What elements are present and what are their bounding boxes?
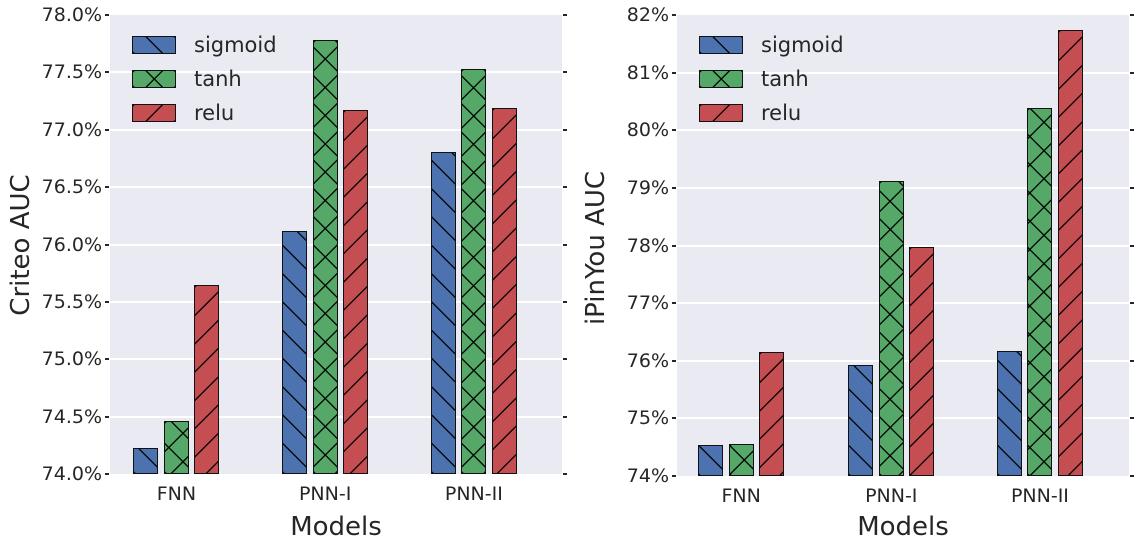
bar-fnn-sigmoid (133, 447, 159, 474)
tick-mark (1130, 244, 1134, 247)
y-tick-label: 75.0% (41, 348, 102, 371)
tick-mark (105, 358, 109, 361)
bar-pnn-ii-sigmoid (996, 350, 1022, 476)
y-tick-label: 74.0% (41, 463, 102, 485)
legend-label-relu: relu (194, 101, 235, 125)
tick-mark (1130, 475, 1134, 477)
bar-pnn-i-relu (343, 110, 369, 474)
tick-mark (563, 473, 567, 475)
bar-fnn-tanh (728, 444, 754, 476)
tick-mark (1130, 359, 1134, 362)
tick-mark (1130, 129, 1134, 132)
y-tick-label: 80% (626, 119, 669, 142)
legend-swatch-relu (132, 104, 176, 122)
bar-pnn-i-tanh (312, 40, 338, 474)
bar-pnn-ii-tanh (461, 68, 487, 474)
bar-pnn-ii-sigmoid (430, 151, 456, 474)
tick-mark (1130, 14, 1134, 16)
y-tick-label: 78.0% (41, 4, 102, 26)
bar-pnn-i-sigmoid (848, 364, 874, 476)
bar-pnn-ii-tanh (1027, 108, 1053, 476)
legend-swatch-tanh (699, 70, 743, 88)
legend-swatch-sigmoid (132, 36, 176, 54)
bar-pnn-i-tanh (878, 180, 904, 476)
bar-pnn-i-relu (909, 247, 935, 476)
y-tick-label: 79% (626, 176, 669, 199)
y-tick-label: 76.5% (41, 176, 102, 199)
y-tick-label: 76.0% (41, 233, 102, 256)
tick-mark (105, 300, 109, 303)
x-axis-label: Models (857, 512, 949, 542)
bar-fnn-relu (194, 284, 220, 474)
legend-label-sigmoid: sigmoid (761, 33, 844, 57)
tick-mark (563, 128, 567, 131)
bar-pnn-ii-relu (491, 107, 517, 474)
legend-swatch-relu (699, 104, 743, 122)
gridline (677, 71, 1129, 74)
y-tick-label: 82% (626, 4, 669, 26)
legend-swatch-tanh (132, 70, 176, 88)
bar-fnn-tanh (163, 421, 189, 474)
y-tick-label: 74% (626, 465, 669, 487)
legend-label-tanh: tanh (194, 67, 242, 91)
tick-mark (563, 243, 567, 246)
tick-mark (1130, 186, 1134, 189)
tick-mark (105, 186, 109, 189)
y-tick-label: 77% (626, 292, 669, 315)
y-tick-label: 81% (626, 61, 669, 84)
tick-mark (105, 415, 109, 418)
bar-pnn-ii-relu (1057, 29, 1083, 476)
bar-fnn-relu (759, 351, 785, 476)
gridline (677, 129, 1129, 132)
tick-mark (1130, 71, 1134, 74)
y-tick-label: 76% (626, 349, 669, 372)
tick-mark (105, 473, 109, 475)
x-tick-label-pnn-i: PNN-I (298, 483, 352, 505)
x-axis-label: Models (290, 512, 382, 542)
tick-mark (105, 128, 109, 131)
y-tick-label: 77.0% (41, 118, 102, 141)
legend-label-sigmoid: sigmoid (194, 33, 277, 57)
tick-mark (672, 475, 676, 477)
tick-mark (672, 71, 676, 74)
x-tick-label-pnn-ii: PNN-II (444, 483, 503, 505)
y-tick-label: 75.5% (41, 290, 102, 313)
tick-mark (563, 186, 567, 189)
tick-mark (105, 243, 109, 246)
bar-fnn-sigmoid (698, 445, 724, 476)
tick-mark (563, 14, 567, 16)
tick-mark (672, 186, 676, 189)
tick-mark (672, 417, 676, 420)
y-tick-label: 78% (626, 234, 669, 257)
y-tick-label: 74.5% (41, 405, 102, 428)
tick-mark (672, 14, 676, 16)
y-tick-label: 75% (626, 407, 669, 430)
y-tick-label: 77.5% (41, 61, 102, 84)
tick-mark (672, 302, 676, 305)
legend-label-relu: relu (761, 101, 802, 125)
x-tick-label-pnn-i: PNN-I (865, 485, 918, 507)
legend-swatch-sigmoid (699, 36, 743, 54)
tick-mark (672, 244, 676, 247)
x-tick-label-pnn-ii: PNN-II (1010, 485, 1069, 507)
tick-mark (105, 71, 109, 74)
tick-mark (1130, 302, 1134, 305)
legend-label-tanh: tanh (761, 67, 809, 91)
x-tick-label-fnn: FNN (721, 485, 761, 507)
tick-mark (672, 359, 676, 362)
tick-mark (563, 71, 567, 74)
tick-mark (105, 14, 109, 16)
tick-mark (563, 415, 567, 418)
tick-mark (1130, 417, 1134, 420)
bar-pnn-i-sigmoid (282, 230, 308, 474)
tick-mark (563, 300, 567, 303)
tick-mark (563, 358, 567, 361)
x-tick-label-fnn: FNN (156, 483, 197, 505)
tick-mark (672, 129, 676, 132)
